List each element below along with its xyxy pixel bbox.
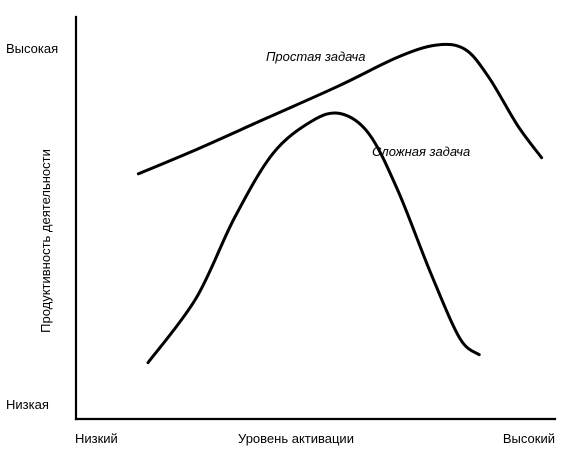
x-tick-label-low: Низкий bbox=[75, 431, 118, 446]
y-axis-title: Продуктивность деятельности bbox=[38, 149, 53, 333]
x-tick-label-high: Высокий bbox=[503, 431, 555, 446]
series-line-complex-task bbox=[146, 111, 481, 365]
x-axis-title: Уровень активации bbox=[238, 431, 354, 446]
axes bbox=[74, 15, 557, 421]
series-line-simple-task bbox=[136, 42, 544, 176]
series-label-complex-task: Сложная задача bbox=[372, 144, 470, 159]
y-tick-label-low: Низкая bbox=[6, 397, 49, 412]
y-tick-label-high: Высокая bbox=[6, 41, 58, 56]
series-group bbox=[136, 42, 544, 365]
series-label-simple-task: Простая задача bbox=[266, 49, 365, 64]
